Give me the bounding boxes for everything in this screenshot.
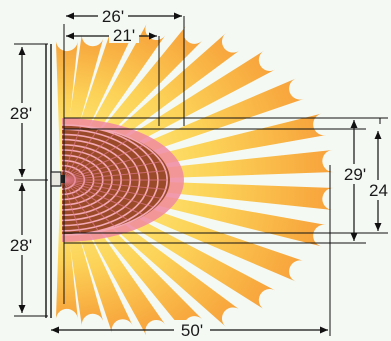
core-spoke [61, 132, 116, 181]
top-inner-label: 21' [113, 26, 135, 45]
dimension-21: 21' [66, 25, 157, 45]
dimension-left-upper: 28' [4, 47, 38, 177]
core-spoke [61, 129, 99, 181]
left-lower-label: 28' [10, 236, 32, 255]
core-spoke [61, 179, 81, 234]
motion-sensor-icon [50, 171, 65, 187]
dimension-left-lower: 28' [4, 183, 38, 313]
core-spoke [61, 138, 131, 181]
dimension-right-29: 29' [338, 120, 372, 241]
core-spoke [61, 161, 162, 181]
core-spoke [61, 179, 162, 199]
guide-lines [14, 16, 388, 336]
beam-20 [55, 187, 78, 321]
beam-1 [55, 39, 78, 173]
right-inner-label: 29' [344, 165, 366, 184]
core-spoke [61, 170, 167, 181]
core-spoke [61, 179, 99, 231]
core-spoke [61, 179, 154, 208]
core-spoke [61, 126, 81, 181]
left-upper-label: 28' [10, 104, 32, 123]
right-outer-label: 24 [369, 181, 388, 200]
bottom-label: 50' [181, 321, 203, 340]
wall [45, 44, 52, 318]
core-spoke [61, 152, 154, 181]
dimension-50: 50' [51, 320, 328, 340]
core-spoke [61, 179, 167, 190]
dimension-26: 26' [66, 6, 182, 26]
dimension-right-24: 24 [368, 131, 391, 231]
near-field-zone [61, 118, 184, 242]
core-spoke [61, 179, 144, 216]
top-outer-label: 26' [102, 7, 124, 26]
core-spoke [61, 179, 116, 228]
core-spoke [61, 144, 144, 181]
core-spoke [61, 179, 131, 222]
